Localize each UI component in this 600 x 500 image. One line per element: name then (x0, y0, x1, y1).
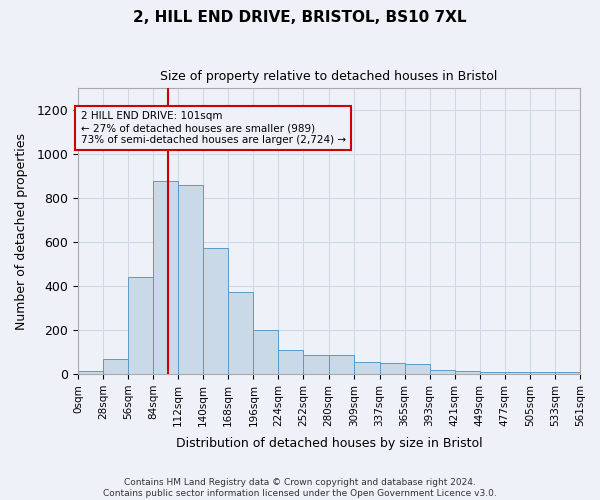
Title: Size of property relative to detached houses in Bristol: Size of property relative to detached ho… (160, 70, 497, 83)
Bar (404, 364, 430, 374)
Y-axis label: Number of detached properties: Number of detached properties (15, 132, 28, 330)
Bar (480, 372, 505, 374)
Bar (430, 370, 455, 374)
Bar (355, 362, 380, 374)
X-axis label: Distribution of detached houses by size in Bristol: Distribution of detached houses by size … (176, 437, 482, 450)
Bar (505, 372, 530, 374)
Bar (304, 356, 329, 374)
Bar (178, 185, 203, 374)
Bar (203, 248, 228, 374)
Bar (253, 330, 278, 374)
Bar (228, 292, 253, 374)
Text: 2, HILL END DRIVE, BRISTOL, BS10 7XL: 2, HILL END DRIVE, BRISTOL, BS10 7XL (133, 10, 467, 25)
Bar (278, 350, 304, 374)
Bar (329, 356, 355, 374)
Text: Contains HM Land Registry data © Crown copyright and database right 2024.
Contai: Contains HM Land Registry data © Crown c… (103, 478, 497, 498)
Bar (455, 370, 480, 374)
Bar (380, 363, 404, 374)
Bar (153, 180, 178, 374)
Text: 2 HILL END DRIVE: 101sqm
← 27% of detached houses are smaller (989)
73% of semi-: 2 HILL END DRIVE: 101sqm ← 27% of detach… (80, 112, 346, 144)
Bar (530, 372, 555, 374)
Bar (128, 278, 153, 374)
Bar (555, 372, 580, 374)
Bar (103, 359, 128, 374)
Bar (78, 371, 103, 374)
